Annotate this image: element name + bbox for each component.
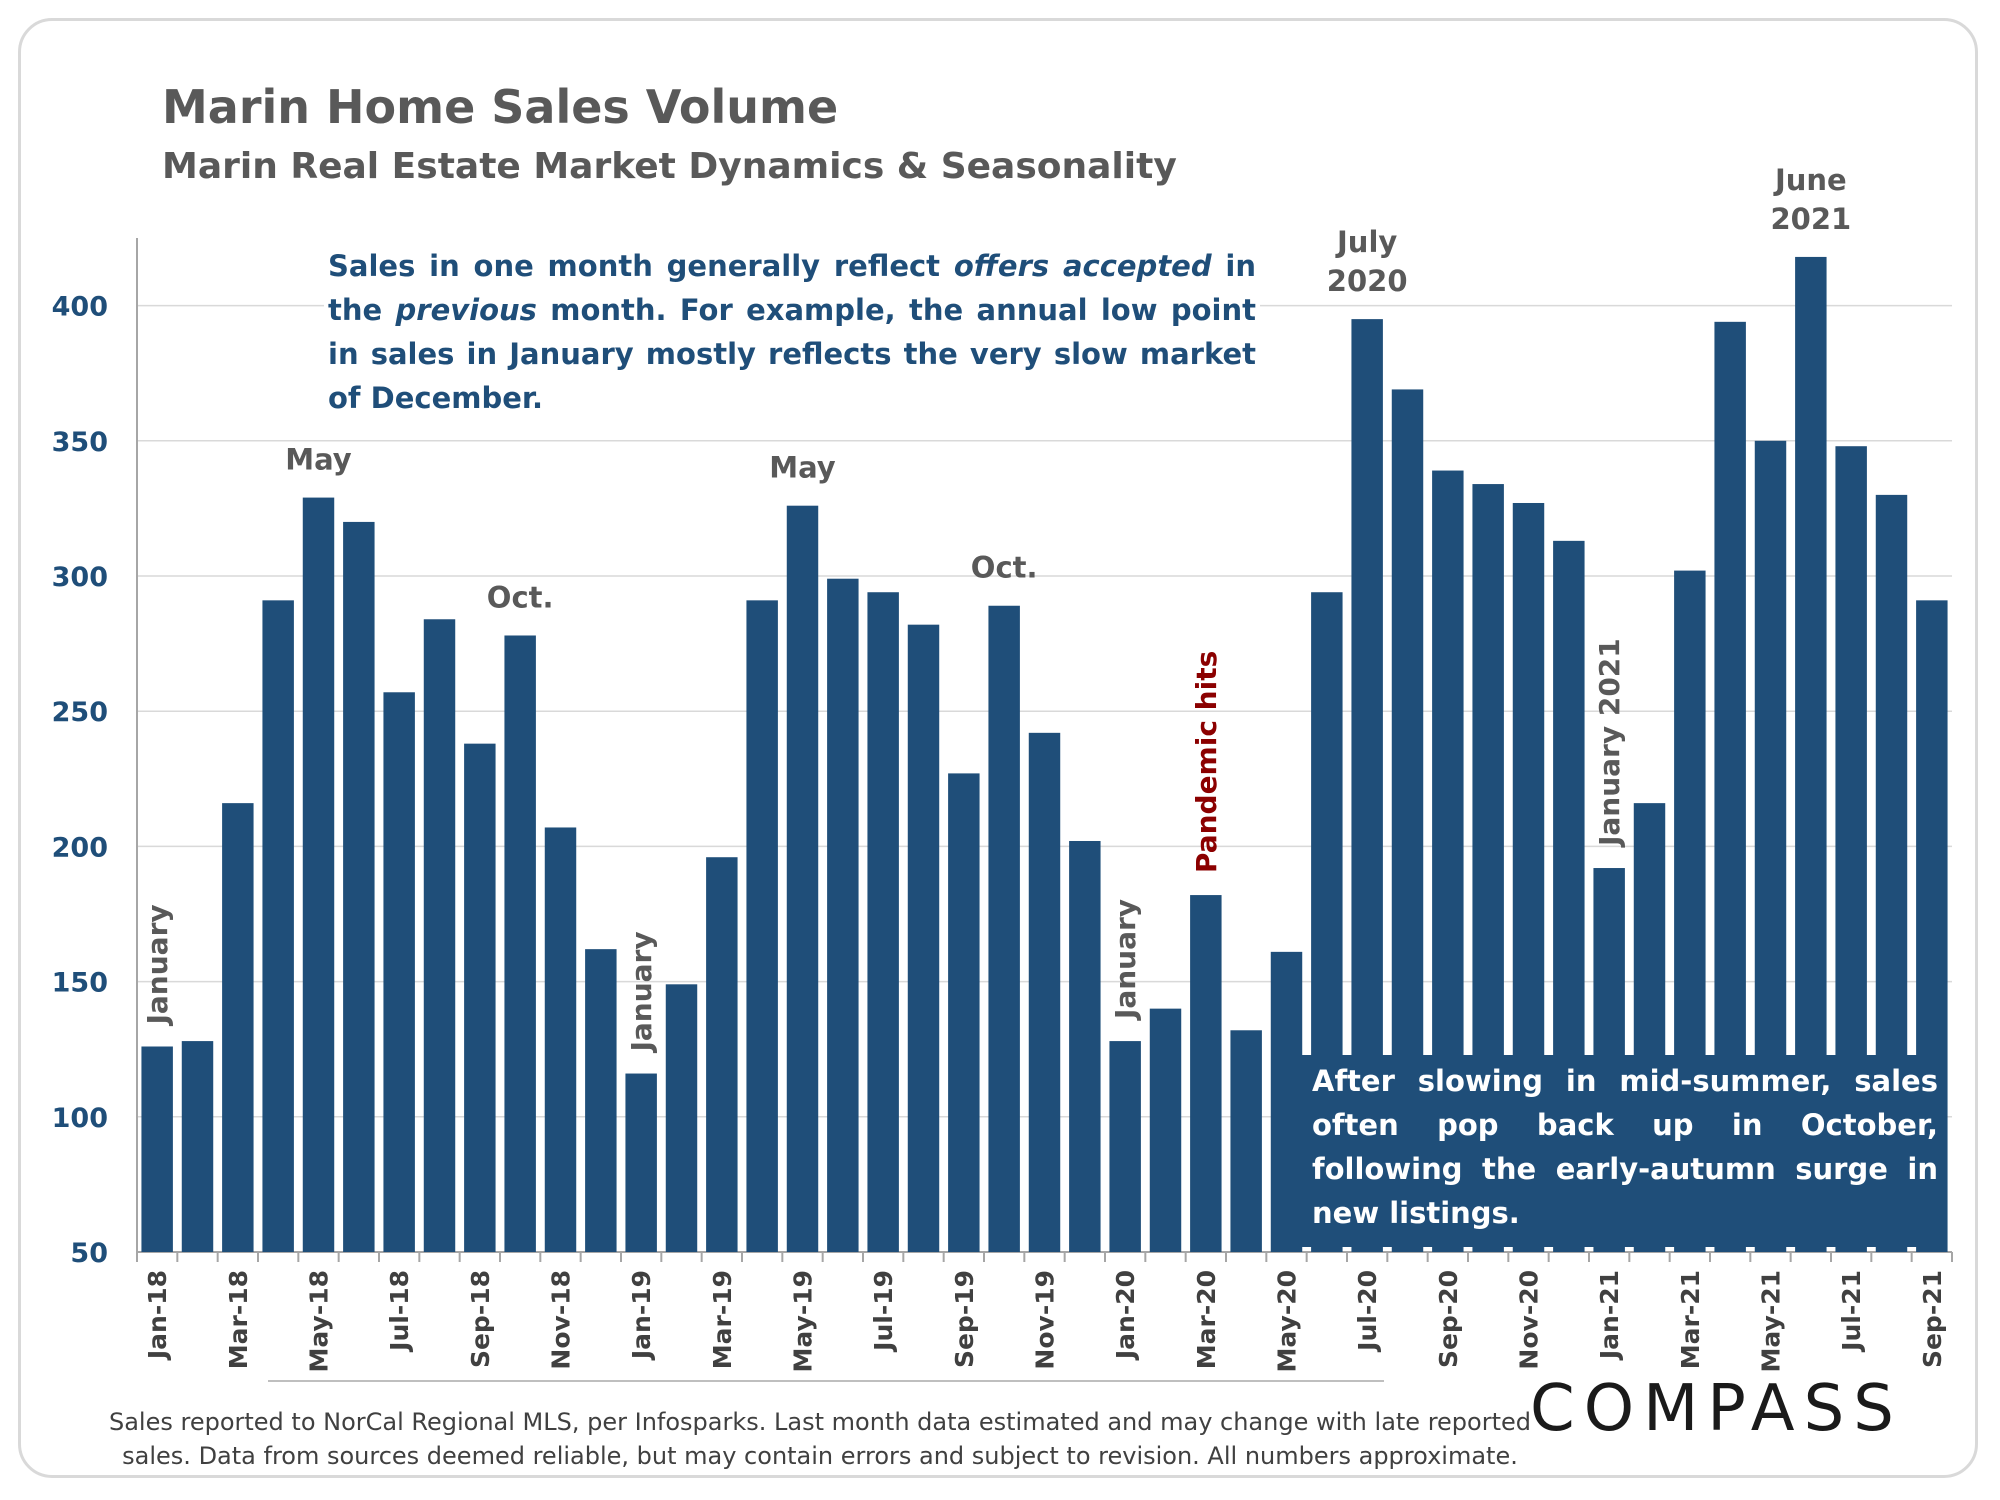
x-tick-label: Jan-18 xyxy=(143,1270,172,1361)
bar-Jun-18 xyxy=(343,521,375,1252)
y-tick-label: 400 xyxy=(52,292,108,323)
x-tick-label: Mar-20 xyxy=(1192,1270,1221,1369)
bar-Apr-18 xyxy=(262,600,294,1252)
bar-Aug-19 xyxy=(907,624,940,1252)
y-tick-label: 100 xyxy=(52,1103,108,1134)
annotation-label: July xyxy=(1335,225,1397,259)
bar-Jan-18 xyxy=(141,1046,173,1252)
annotation-label: January 2021 xyxy=(1593,638,1626,848)
bar-Feb-20 xyxy=(1149,1008,1182,1252)
bar-Dec-19 xyxy=(1069,840,1101,1252)
source-footnote: Sales reported to NorCal Regional MLS, p… xyxy=(108,1408,1532,1470)
x-tick-label: Jan-20 xyxy=(1111,1270,1140,1361)
bar-Jun-19 xyxy=(827,578,859,1252)
bar-May-19 xyxy=(786,505,819,1252)
bar-Oct-18 xyxy=(504,635,536,1252)
x-tick-label: Mar-19 xyxy=(708,1270,737,1369)
bar-Feb-19 xyxy=(665,984,698,1252)
bar-Oct-19 xyxy=(988,605,1020,1252)
annotation-label: May xyxy=(769,451,836,485)
x-tick-label: May-20 xyxy=(1273,1270,1302,1372)
bar-Mar-19 xyxy=(706,857,738,1252)
bar-May-20 xyxy=(1270,951,1303,1252)
annotation-label: January xyxy=(141,904,174,1026)
note-text: in the xyxy=(328,249,1257,327)
x-tick-label: Nov-19 xyxy=(1031,1270,1060,1370)
x-tick-label: Jul-18 xyxy=(385,1270,414,1353)
annotation-label: May xyxy=(285,443,352,477)
bar-Nov-18 xyxy=(544,827,577,1252)
bar-Dec-18 xyxy=(585,949,617,1252)
bar-Mar-18 xyxy=(222,803,254,1252)
x-tick-label: Sep-20 xyxy=(1434,1270,1463,1368)
bar-Feb-18 xyxy=(181,1041,214,1252)
x-tick-label: Nov-20 xyxy=(1515,1270,1544,1370)
x-tick-label: Mar-21 xyxy=(1676,1270,1705,1369)
bar-Jan-20 xyxy=(1109,1041,1141,1252)
note-emphasis: offers accepted xyxy=(953,249,1212,283)
bar-Apr-20 xyxy=(1230,1030,1262,1252)
annotation-label: Oct. xyxy=(487,580,554,614)
footer-divider xyxy=(268,1380,1384,1382)
x-tick-label: Jul-20 xyxy=(1353,1270,1382,1353)
note-text: month. For example, the annual low point… xyxy=(328,293,1256,415)
x-tick-label: Jul-21 xyxy=(1837,1270,1866,1353)
bar-Mar-20 xyxy=(1190,895,1222,1252)
x-tick-label: Sep-19 xyxy=(950,1270,979,1368)
bar-Sep-18 xyxy=(464,743,496,1252)
chart-title: Marin Home Sales Volume xyxy=(162,80,839,134)
y-tick-label: 250 xyxy=(52,697,108,728)
y-tick-label: 300 xyxy=(52,562,108,593)
october-note: After slowing in mid-summer, sales often… xyxy=(1302,1055,1946,1247)
bar-Apr-19 xyxy=(746,600,778,1252)
note-emphasis: previous xyxy=(395,293,537,327)
x-tick-label: May-21 xyxy=(1757,1270,1786,1372)
x-tick-label: Jan-21 xyxy=(1595,1270,1624,1361)
bar-Jul-19 xyxy=(867,592,899,1252)
annotation-label: Pandemic hits xyxy=(1190,651,1223,873)
annotation-label: June xyxy=(1773,163,1847,197)
x-tick-label: Jan-19 xyxy=(627,1270,656,1361)
annotation-label: January xyxy=(625,931,658,1053)
chart-subtitle: Marin Real Estate Market Dynamics & Seas… xyxy=(162,146,1177,187)
x-tick-label: Jul-19 xyxy=(869,1270,898,1353)
compass-logo: COMPASS xyxy=(1530,1372,1903,1446)
annotation-label: 2021 xyxy=(1770,202,1851,236)
x-tick-label: Sep-18 xyxy=(466,1270,495,1368)
bar-Jan-19 xyxy=(625,1073,657,1252)
x-tick-label: Nov-18 xyxy=(547,1270,576,1370)
x-tick-label: Mar-18 xyxy=(224,1270,253,1369)
y-tick-label: 200 xyxy=(52,832,108,863)
y-tick-label: 150 xyxy=(52,968,108,999)
x-tick-label: Sep-21 xyxy=(1918,1270,1947,1368)
bar-May-18 xyxy=(302,497,335,1253)
note-text: Sales in one month generally reflect xyxy=(328,249,954,283)
bar-Sep-19 xyxy=(948,773,980,1252)
y-tick-label: 50 xyxy=(70,1238,108,1269)
x-tick-label: May-18 xyxy=(305,1270,334,1372)
bar-Nov-19 xyxy=(1028,732,1061,1252)
bar-Aug-18 xyxy=(423,619,456,1252)
annotation-label: January xyxy=(1109,899,1142,1021)
annotation-label: Oct. xyxy=(971,551,1038,585)
seasonality-note: Sales in one month generally reflect off… xyxy=(324,244,1260,420)
x-tick-label: May-19 xyxy=(789,1270,818,1372)
bar-Jul-18 xyxy=(383,692,415,1252)
y-tick-label: 350 xyxy=(52,427,108,458)
annotation-label: 2020 xyxy=(1327,264,1408,298)
